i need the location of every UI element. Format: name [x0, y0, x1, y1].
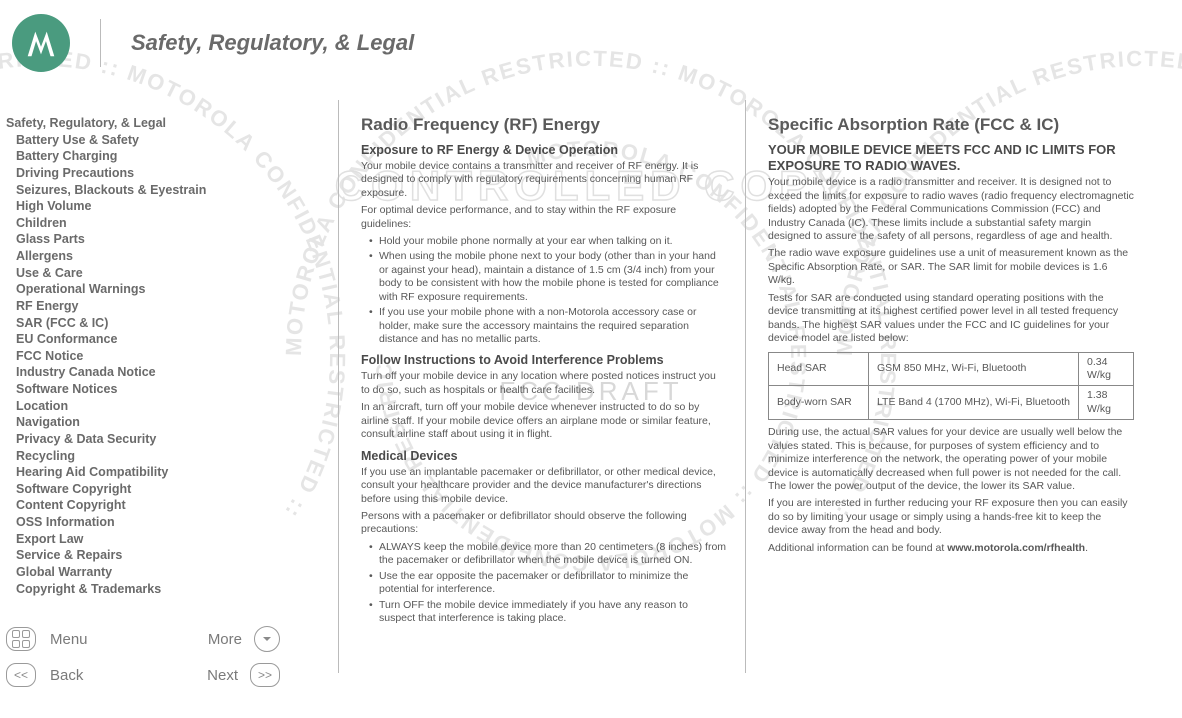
int-p1: Turn off your mobile device in any locat…: [361, 370, 727, 397]
sar-p1: Your mobile device is a radio transmitte…: [768, 176, 1134, 243]
sar-p4: During use, the actual SAR values for yo…: [768, 426, 1134, 493]
rfhealth-link[interactable]: www.motorola.com/rfhealth: [947, 542, 1085, 554]
toc-item[interactable]: OSS Information: [6, 515, 328, 531]
rf-li1: Hold your mobile phone normally at your …: [371, 235, 727, 248]
table-of-contents: Safety, Regulatory, & Legal Battery Use …: [6, 116, 328, 598]
med-li2: Use the ear opposite the pacemaker or de…: [371, 570, 727, 597]
sar-heading: Specific Absorption Rate (FCC & IC): [768, 114, 1134, 136]
toc-item[interactable]: Industry Canada Notice: [6, 365, 328, 381]
sar-caps: YOUR MOBILE DEVICE MEETS FCC AND IC LIMI…: [768, 142, 1134, 175]
toc-item[interactable]: Use & Care: [6, 266, 328, 282]
sar-r2c2: LTE Band 4 (1700 MHz), Wi-Fi, Bluetooth: [869, 386, 1079, 420]
toc-item[interactable]: Operational Warnings: [6, 282, 328, 298]
toc-item[interactable]: FCC Notice: [6, 349, 328, 365]
toc-item[interactable]: Software Notices: [6, 382, 328, 398]
header: Safety, Regulatory, & Legal: [0, 0, 1182, 86]
toc-item[interactable]: Global Warranty: [6, 565, 328, 581]
rf-list-1: Hold your mobile phone normally at your …: [361, 235, 727, 347]
nav-controls: Menu More << Back Next: [6, 621, 328, 713]
toc-heading: Safety, Regulatory, & Legal: [6, 116, 328, 132]
next-label[interactable]: Next: [207, 667, 238, 684]
column-sar: Specific Absorption Rate (FCC & IC) YOUR…: [746, 114, 1152, 713]
toc-item[interactable]: Allergens: [6, 249, 328, 265]
header-divider: [100, 19, 101, 67]
rf-li2: When using the mobile phone next to your…: [371, 250, 727, 304]
toc-item[interactable]: Privacy & Data Security: [6, 432, 328, 448]
interference-heading: Follow Instructions to Avoid Interferenc…: [361, 352, 727, 368]
next-icon[interactable]: >>: [250, 663, 280, 687]
toc-item[interactable]: Location: [6, 399, 328, 415]
toc-item[interactable]: Driving Precautions: [6, 166, 328, 182]
toc-item[interactable]: Recycling: [6, 449, 328, 465]
toc-item[interactable]: RF Energy: [6, 299, 328, 315]
sar-p5: If you are interested in further reducin…: [768, 497, 1134, 537]
sar-p2: The radio wave exposure guidelines use a…: [768, 247, 1134, 287]
motorola-logo-icon: [12, 14, 70, 72]
toc-item[interactable]: Glass Parts: [6, 232, 328, 248]
int-p2: In an aircraft, turn off your mobile dev…: [361, 401, 727, 441]
med-p2: Persons with a pacemaker or defibrillato…: [361, 510, 727, 537]
page-title: Safety, Regulatory, & Legal: [131, 30, 414, 56]
toc-item[interactable]: Content Copyright: [6, 498, 328, 514]
toc-item[interactable]: Software Copyright: [6, 482, 328, 498]
toc-item[interactable]: Seizures, Blackouts & Eyestrain: [6, 183, 328, 199]
med-p1: If you use an implantable pacemaker or d…: [361, 466, 727, 506]
toc-item[interactable]: Copyright & Trademarks: [6, 582, 328, 598]
toc-item[interactable]: Export Law: [6, 532, 328, 548]
med-li3: Turn OFF the mobile device immediately i…: [371, 599, 727, 626]
sar-r1c2: GSM 850 MHz, Wi-Fi, Bluetooth: [869, 352, 1079, 386]
toc-item[interactable]: EU Conformance: [6, 332, 328, 348]
toc-item[interactable]: Navigation: [6, 415, 328, 431]
med-li1: ALWAYS keep the mobile device more than …: [371, 541, 727, 568]
table-row: Body-worn SAR LTE Band 4 (1700 MHz), Wi-…: [769, 386, 1134, 420]
toc-item[interactable]: Children: [6, 216, 328, 232]
toc-item[interactable]: Service & Repairs: [6, 548, 328, 564]
rf-p1: Your mobile device contains a transmitte…: [361, 160, 727, 200]
more-icon[interactable]: [254, 626, 280, 652]
menu-label[interactable]: Menu: [50, 631, 88, 648]
sar-r2c3: 1.38 W/kg: [1079, 386, 1134, 420]
sar-r1c1: Head SAR: [769, 352, 869, 386]
back-label[interactable]: Back: [50, 667, 83, 684]
column-rf-energy: Radio Frequency (RF) Energy Exposure to …: [339, 114, 745, 713]
rf-p2: For optimal device performance, and to s…: [361, 204, 727, 231]
toc-item[interactable]: Battery Charging: [6, 149, 328, 165]
back-icon[interactable]: <<: [6, 663, 36, 687]
sar-table: Head SAR GSM 850 MHz, Wi-Fi, Bluetooth 0…: [768, 352, 1134, 421]
rf-li3: If you use your mobile phone with a non-…: [371, 306, 727, 346]
toc-item[interactable]: High Volume: [6, 199, 328, 215]
med-list: ALWAYS keep the mobile device more than …: [361, 541, 727, 626]
sar-r1c3: 0.34 W/kg: [1079, 352, 1134, 386]
medical-heading: Medical Devices: [361, 448, 727, 464]
sar-p3: Tests for SAR are conducted using standa…: [768, 292, 1134, 346]
rf-exposure-heading: Exposure to RF Energy & Device Operation: [361, 142, 727, 158]
table-row: Head SAR GSM 850 MHz, Wi-Fi, Bluetooth 0…: [769, 352, 1134, 386]
toc-item[interactable]: SAR (FCC & IC): [6, 316, 328, 332]
sar-p6: Additional information can be found at w…: [768, 542, 1134, 555]
menu-icon[interactable]: [6, 627, 36, 651]
rf-heading: Radio Frequency (RF) Energy: [361, 114, 727, 136]
toc-item[interactable]: Hearing Aid Compatibility: [6, 465, 328, 481]
more-label[interactable]: More: [208, 631, 242, 648]
sar-r2c1: Body-worn SAR: [769, 386, 869, 420]
toc-item[interactable]: Battery Use & Safety: [6, 133, 328, 149]
